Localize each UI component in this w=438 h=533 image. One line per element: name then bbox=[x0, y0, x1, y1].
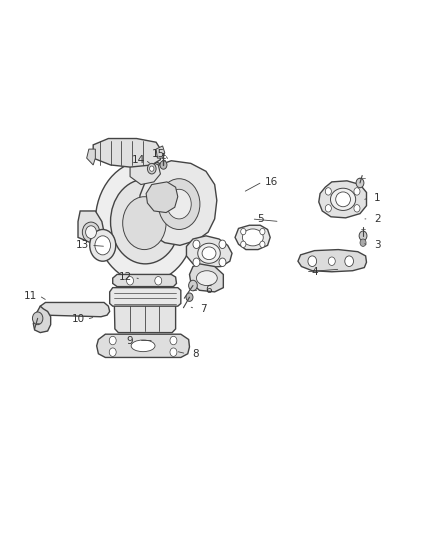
Circle shape bbox=[186, 293, 193, 301]
Ellipse shape bbox=[331, 188, 356, 211]
Polygon shape bbox=[190, 264, 223, 292]
Ellipse shape bbox=[131, 340, 155, 352]
Circle shape bbox=[260, 241, 265, 247]
Polygon shape bbox=[319, 181, 367, 218]
Ellipse shape bbox=[196, 271, 217, 286]
Text: 13: 13 bbox=[76, 240, 89, 251]
Circle shape bbox=[148, 164, 156, 174]
Polygon shape bbox=[139, 161, 217, 245]
Text: 10: 10 bbox=[71, 314, 85, 325]
Text: 9: 9 bbox=[127, 336, 134, 345]
Polygon shape bbox=[114, 287, 176, 333]
Polygon shape bbox=[87, 149, 95, 165]
Circle shape bbox=[308, 256, 317, 266]
Ellipse shape bbox=[198, 243, 220, 263]
Circle shape bbox=[345, 256, 353, 266]
Ellipse shape bbox=[336, 192, 350, 207]
Text: 11: 11 bbox=[24, 290, 37, 301]
Circle shape bbox=[158, 179, 200, 230]
Circle shape bbox=[123, 197, 166, 249]
Polygon shape bbox=[235, 225, 270, 249]
Circle shape bbox=[360, 239, 366, 246]
Circle shape bbox=[150, 166, 154, 171]
Polygon shape bbox=[130, 161, 160, 184]
Circle shape bbox=[193, 258, 200, 266]
Ellipse shape bbox=[85, 226, 96, 238]
Polygon shape bbox=[187, 236, 232, 268]
Polygon shape bbox=[40, 302, 110, 317]
Text: 2: 2 bbox=[374, 214, 381, 224]
Text: 3: 3 bbox=[374, 240, 381, 251]
Circle shape bbox=[170, 336, 177, 345]
Circle shape bbox=[354, 188, 360, 195]
Text: 16: 16 bbox=[265, 177, 278, 187]
Polygon shape bbox=[78, 211, 104, 243]
Text: 12: 12 bbox=[119, 272, 132, 282]
Circle shape bbox=[359, 231, 367, 240]
Circle shape bbox=[32, 312, 43, 325]
Text: 5: 5 bbox=[257, 214, 264, 224]
Circle shape bbox=[241, 229, 246, 235]
Circle shape bbox=[328, 257, 335, 265]
Circle shape bbox=[260, 229, 265, 235]
Circle shape bbox=[110, 179, 180, 264]
Circle shape bbox=[325, 205, 332, 212]
Circle shape bbox=[109, 348, 116, 357]
Polygon shape bbox=[93, 139, 160, 167]
Polygon shape bbox=[146, 182, 178, 213]
Circle shape bbox=[95, 161, 195, 282]
Circle shape bbox=[127, 277, 134, 285]
Text: 1: 1 bbox=[374, 193, 381, 203]
Text: 15: 15 bbox=[152, 149, 165, 159]
Ellipse shape bbox=[202, 247, 216, 260]
Circle shape bbox=[109, 336, 116, 345]
Polygon shape bbox=[97, 334, 190, 358]
Circle shape bbox=[193, 240, 200, 248]
Circle shape bbox=[241, 241, 246, 247]
Polygon shape bbox=[298, 249, 367, 272]
Polygon shape bbox=[110, 288, 181, 306]
Text: 4: 4 bbox=[311, 267, 318, 277]
Circle shape bbox=[170, 348, 177, 357]
Text: 6: 6 bbox=[205, 285, 212, 295]
Ellipse shape bbox=[242, 229, 263, 246]
Circle shape bbox=[356, 178, 364, 188]
Circle shape bbox=[155, 277, 162, 285]
Ellipse shape bbox=[82, 222, 100, 242]
Polygon shape bbox=[33, 306, 51, 333]
Circle shape bbox=[219, 258, 226, 266]
Text: 8: 8 bbox=[192, 349, 198, 359]
Text: 7: 7 bbox=[201, 304, 207, 314]
Text: 14: 14 bbox=[132, 155, 145, 165]
Circle shape bbox=[167, 189, 191, 219]
Circle shape bbox=[189, 280, 197, 291]
Circle shape bbox=[95, 236, 110, 255]
Circle shape bbox=[160, 161, 167, 169]
Polygon shape bbox=[156, 146, 165, 158]
Polygon shape bbox=[113, 274, 177, 287]
Circle shape bbox=[90, 230, 116, 261]
Circle shape bbox=[219, 240, 226, 248]
Circle shape bbox=[354, 205, 360, 212]
Circle shape bbox=[325, 188, 332, 195]
